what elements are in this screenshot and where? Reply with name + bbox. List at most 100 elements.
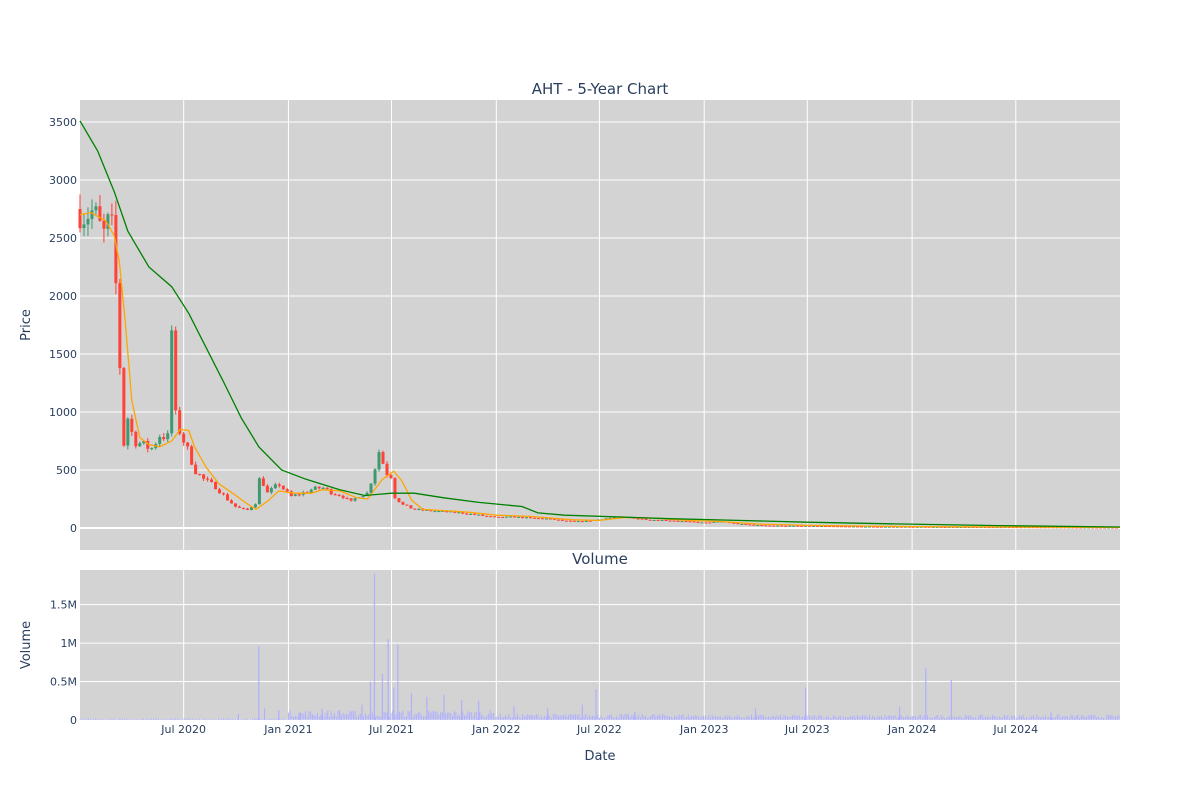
candle-down (580, 521, 584, 523)
price-tick-label: 1500 (49, 348, 77, 361)
volume-bars (79, 573, 1120, 720)
candle-up (321, 487, 325, 489)
candle-down (684, 521, 688, 523)
candle-down (859, 526, 863, 528)
candle-up (544, 518, 548, 520)
candle-down (214, 481, 218, 490)
candle-down (764, 525, 768, 527)
candle-down (533, 517, 537, 519)
candle-up (170, 330, 174, 434)
candle-down (907, 526, 911, 528)
price-tick-label: 0 (70, 522, 77, 535)
candle-down (636, 518, 640, 520)
candle-down (540, 518, 544, 520)
candle-up (612, 517, 616, 519)
candle-down (875, 526, 879, 528)
candle-down (385, 463, 389, 476)
candle-down (413, 508, 417, 510)
candle-down (999, 527, 1003, 529)
candle-up (257, 478, 261, 505)
date-tick-label: Jul 2021 (368, 723, 414, 736)
candle-down (796, 525, 800, 527)
candle-up (373, 469, 377, 484)
ma-long-line (79, 120, 1121, 528)
candle-down (461, 512, 465, 514)
candle-down (190, 446, 194, 465)
candle-down (206, 478, 210, 480)
candle-down (899, 526, 903, 528)
candle-down (513, 516, 517, 518)
candle-down (808, 525, 812, 527)
candle-up (660, 520, 664, 522)
date-tick-label: Jul 2023 (784, 723, 830, 736)
candle-up (680, 521, 684, 523)
candle-up (919, 526, 923, 528)
candle-down (130, 418, 134, 432)
candle-up (82, 224, 86, 229)
candle-up (995, 527, 999, 529)
candle-down (409, 505, 413, 509)
candle-down (664, 520, 668, 522)
candle-up (1083, 527, 1087, 529)
candle-down (405, 504, 409, 506)
date-tick-label: Jul 2020 (160, 723, 206, 736)
candle-down (178, 410, 182, 434)
candle-up (915, 526, 919, 528)
candle-up (887, 526, 891, 528)
price-panel: 0 500 1000 1500 2000 2500 3000 3500 AHT - 5-Yea… (19, 80, 1121, 550)
candle-down (349, 498, 353, 501)
candle-down (560, 519, 564, 521)
candle-down (317, 486, 321, 489)
candle-up (740, 523, 744, 525)
candle-down (536, 518, 540, 520)
candle-down (114, 215, 118, 284)
candle-up (525, 517, 529, 519)
candle-down (174, 330, 178, 411)
candle-down (943, 526, 947, 528)
candle-down (784, 525, 788, 527)
candle-down (855, 526, 859, 528)
candle-down (98, 206, 102, 221)
candle-down (285, 489, 289, 492)
candle-down (556, 519, 560, 521)
candle-down (672, 520, 676, 522)
candle-down (381, 452, 385, 464)
candle-up (166, 433, 170, 440)
candle-down (78, 209, 82, 229)
candle-up (86, 218, 90, 225)
candle-down (489, 516, 493, 518)
volume-plot-background (80, 570, 1120, 720)
candle-up (269, 488, 273, 493)
candle-down (644, 518, 648, 520)
candle-up (253, 504, 257, 508)
candle-up (967, 526, 971, 528)
price-plot-background (80, 100, 1120, 550)
candle-down (832, 526, 836, 528)
candle-down (572, 520, 576, 522)
candle-down (146, 441, 150, 449)
candle-down (389, 475, 393, 478)
candle-down (401, 502, 405, 505)
candle-down (704, 522, 708, 524)
candle-up (883, 526, 887, 528)
candle-down (548, 518, 552, 520)
candle-down (891, 526, 895, 528)
candle-up (126, 418, 130, 446)
candle-down (836, 526, 840, 528)
candle-up (509, 516, 513, 518)
candle-down (847, 526, 851, 528)
candle-down (485, 515, 489, 517)
volume-panel: 0 0.5M 1M 1.5M Jul 2020 Jan 2021 Jul 2021 Jan … (19, 550, 1120, 764)
date-tick-label: Jul 2022 (576, 723, 622, 736)
candle-up (895, 526, 899, 528)
volume-grid (80, 570, 1120, 721)
candle-down (564, 520, 568, 522)
candle-down (839, 526, 843, 528)
candle-down (230, 500, 234, 504)
candle-up (851, 526, 855, 528)
candle-up (812, 525, 816, 527)
candle-down (226, 494, 230, 501)
candle-up (947, 526, 951, 528)
price-y-ticks: 0 500 1000 1500 2000 2500 3000 3500 (49, 116, 77, 535)
candle-up (517, 516, 521, 518)
